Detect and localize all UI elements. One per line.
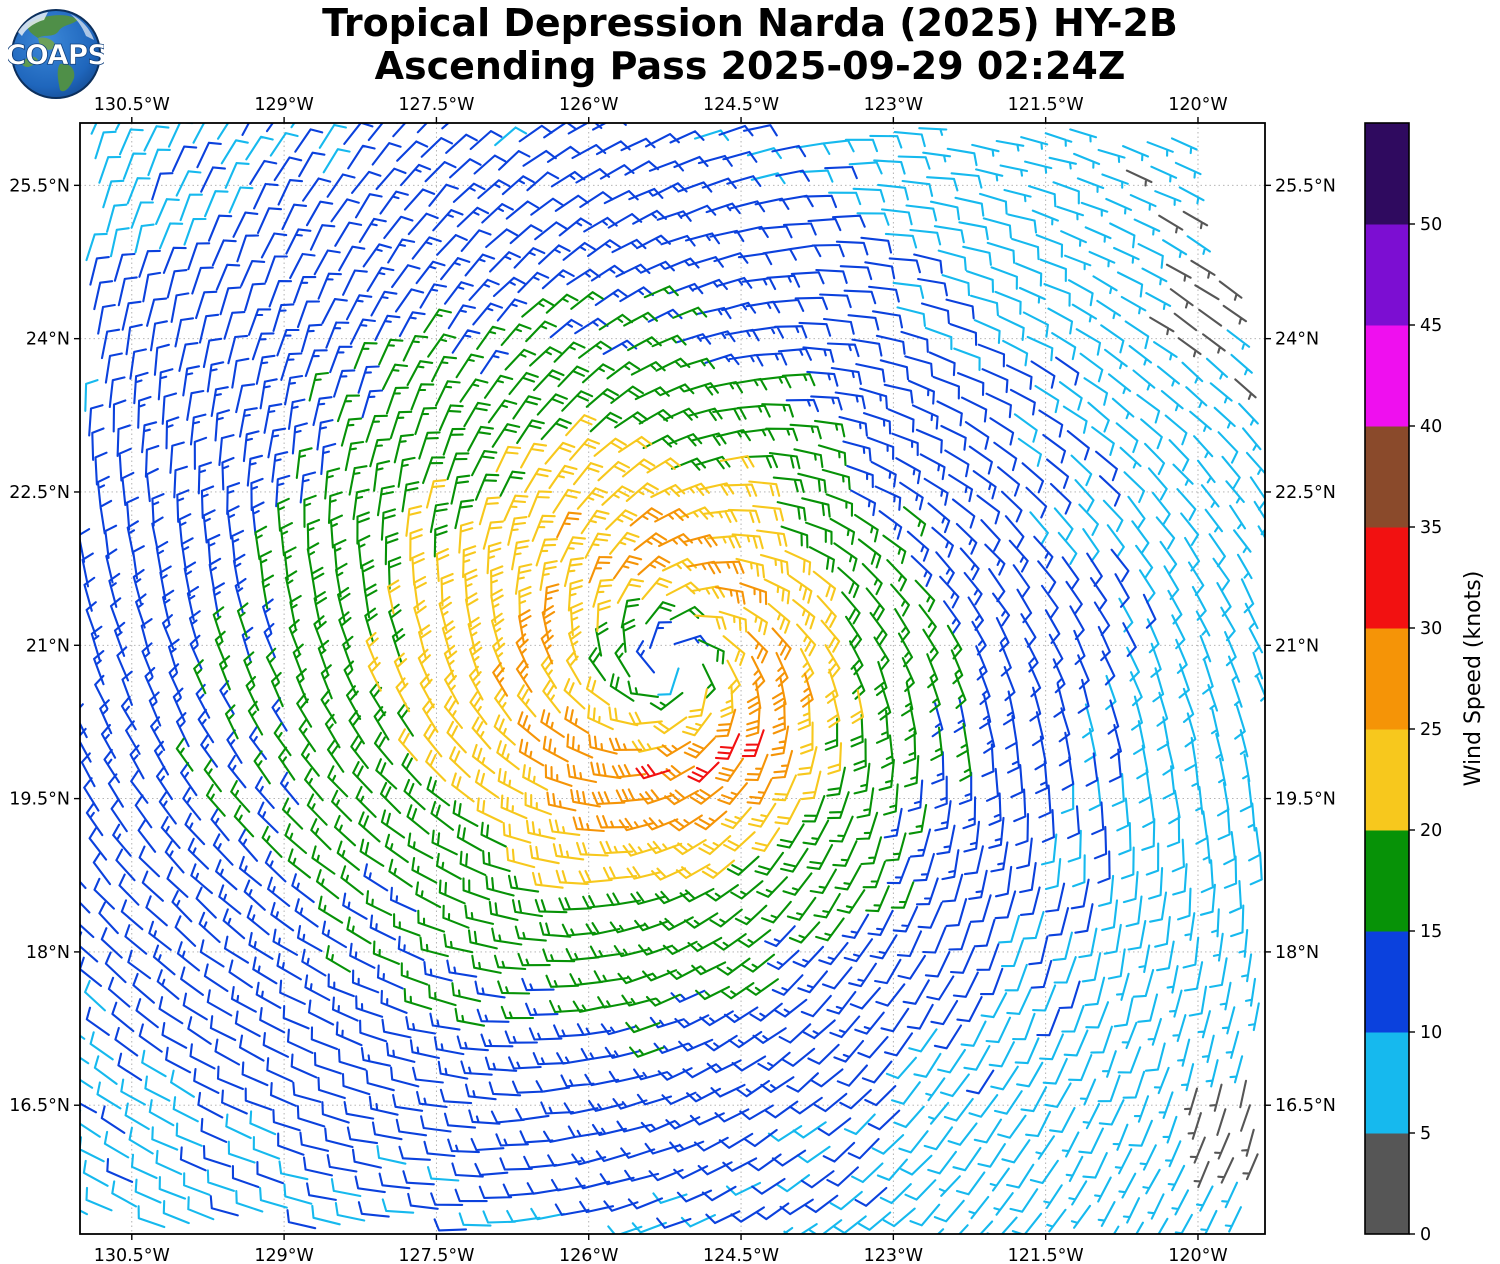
lon-tick-label-top: 127.5°W (398, 95, 474, 115)
lat-tick-label-right: 25.5°N (1275, 176, 1336, 196)
colorbar-tick-label: 45 (1420, 316, 1442, 336)
lon-tick-label-top: 126°W (559, 95, 618, 115)
axis-ticks (74, 117, 1271, 1240)
coaps-logo: COAPS (8, 9, 104, 99)
logo-text: COAPS (8, 38, 104, 71)
colorbar-bin-15-20 (1365, 830, 1409, 932)
colorbar-bin-30-35 (1365, 527, 1409, 629)
title-line-2: Ascending Pass 2025-09-29 02:24Z (374, 44, 1126, 89)
colorbar-frame (1364, 122, 1410, 1235)
wind-barbs-5-10kt (80, 123, 1265, 1234)
colorbar-tick-label: 30 (1420, 619, 1442, 639)
colorbar-bin-5-10 (1365, 1032, 1409, 1134)
lon-tick-label-bottom: 124.5°W (703, 1246, 779, 1264)
title-line-1: Tropical Depression Narda (2025) HY-2B (322, 1, 1178, 45)
wind-barbs-20-25kt (365, 414, 865, 889)
colorbar-tick-label: 10 (1420, 1023, 1442, 1043)
colorbar-bin-20-25 (1365, 729, 1409, 831)
lat-tick-label-left: 16.5°N (9, 1096, 70, 1116)
lon-tick-label-bottom: 123°W (864, 1246, 923, 1264)
lat-tick-label-left: 24°N (26, 330, 70, 350)
lon-tick-label-top: 129°W (254, 95, 313, 115)
lon-tick-label-bottom: 130.5°W (94, 1246, 170, 1264)
lon-tick-label-bottom: 121.5°W (1008, 1246, 1084, 1264)
lat-tick-label-left: 22.5°N (9, 483, 70, 503)
lon-tick-label-top: 123°W (864, 95, 923, 115)
lon-tick-label-bottom: 129°W (254, 1246, 313, 1264)
wind-barbs-30-35kt (635, 729, 765, 783)
colorbar-tick-label: 20 (1420, 821, 1442, 841)
colorbar-tick-label: 40 (1420, 417, 1442, 437)
plot-frame (79, 122, 1266, 1235)
globe-continents (18, 12, 94, 92)
colorbar-bin-0-5 (1365, 1133, 1409, 1235)
chart-title: Tropical Depression Narda (2025) HY-2B A… (0, 1, 1500, 89)
colorbar-bin-25-30 (1365, 628, 1409, 730)
colorbar-bin-45-50 (1365, 224, 1409, 326)
colorbar-tick-label: 0 (1420, 1225, 1431, 1245)
axis-tick-labels: 130.5°W 130.5°W 129°W 129°W 127.5°W 127.5°W 12… (9, 95, 1336, 1264)
lat-tick-label-right: 22.5°N (1275, 483, 1336, 503)
lat-tick-label-right: 24°N (1275, 330, 1319, 350)
lon-tick-label-bottom: 126°W (559, 1246, 618, 1264)
colorbar-tick-label: 5 (1420, 1124, 1431, 1144)
lat-tick-label-left: 25.5°N (9, 176, 70, 196)
lon-tick-label-top: 124.5°W (703, 95, 779, 115)
lon-tick-label-top: 120°W (1168, 95, 1227, 115)
gridlines (80, 123, 1265, 1234)
colorbar-tick-label: 50 (1420, 215, 1442, 235)
lat-tick-label-right: 19.5°N (1275, 790, 1336, 810)
colorbar-tick-label: 35 (1420, 518, 1442, 538)
lat-tick-label-right: 21°N (1275, 636, 1319, 656)
lat-tick-label-left: 19.5°N (9, 790, 70, 810)
lat-tick-label-left: 18°N (26, 943, 70, 963)
wind-barbs-0-5kt (1125, 169, 1259, 1189)
lon-tick-label-bottom: 127.5°W (398, 1246, 474, 1264)
colorbar: 0 5 10 15 20 25 30 35 40 45 50 Wind Speed (knots) (1364, 122, 1486, 1245)
colorbar-tick-label: 25 (1420, 720, 1442, 740)
lon-tick-label-bottom: 120°W (1168, 1246, 1227, 1264)
lat-tick-label-right: 18°N (1275, 943, 1319, 963)
lat-tick-label-left: 21°N (26, 636, 70, 656)
lat-tick-label-right: 16.5°N (1275, 1096, 1336, 1116)
wind-barbs-layer (80, 123, 1265, 1234)
colorbar-bin-50-55 (1365, 123, 1409, 225)
lon-tick-label-top: 121.5°W (1008, 95, 1084, 115)
wind-barbs-10-15kt (80, 123, 1157, 1232)
colorbar-bin-35-40 (1365, 426, 1409, 528)
wind-barbs-25-30kt (492, 507, 814, 833)
colorbar-bin-10-15 (1365, 931, 1409, 1033)
colorbar-bin-40-45 (1365, 325, 1409, 427)
colorbar-tick-label: 15 (1420, 922, 1442, 942)
colorbar-axis-label: Wind Speed (knots) (1461, 571, 1486, 787)
wind-barbs-15-20kt (175, 285, 972, 1058)
lon-tick-label-top: 130.5°W (94, 95, 170, 115)
